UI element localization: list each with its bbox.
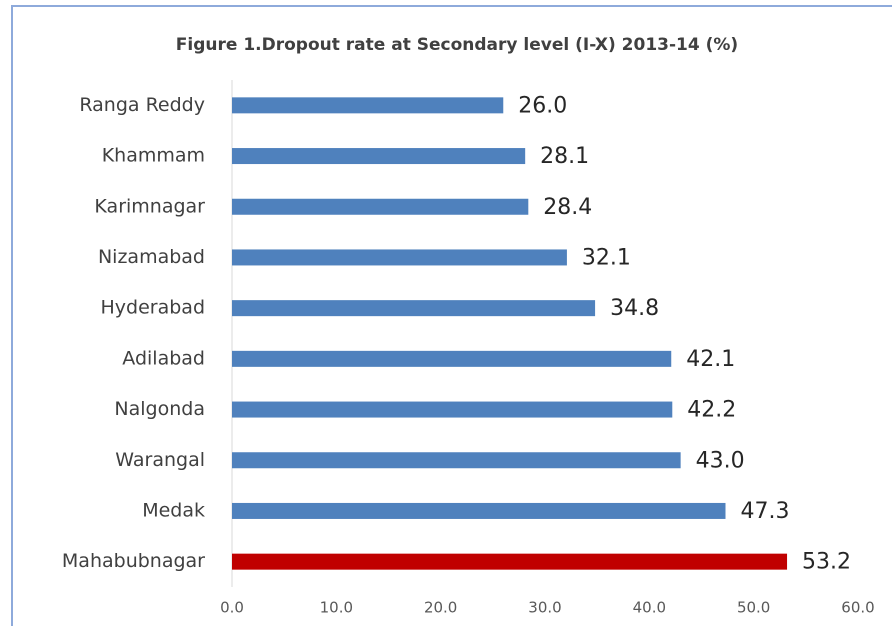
value-label: 28.4	[543, 195, 592, 220]
value-label: 32.1	[582, 245, 631, 270]
x-tick-label: 20.0	[424, 599, 457, 617]
value-label: 53.2	[802, 550, 851, 575]
y-tick-label: Ranga Reddy	[79, 94, 205, 116]
bar	[232, 350, 672, 367]
bar	[232, 553, 788, 570]
bar	[232, 97, 504, 114]
x-tick-label: 0.0	[220, 599, 244, 617]
bar	[232, 452, 681, 469]
y-tick-label: Adilabad	[122, 347, 205, 369]
bar	[232, 300, 596, 317]
y-tick-label: Karimnagar	[94, 195, 205, 217]
value-label: 34.8	[610, 296, 659, 321]
x-tick-label: 10.0	[320, 599, 353, 617]
x-tick-label: 30.0	[528, 599, 561, 617]
y-tick-label: Medak	[142, 499, 205, 521]
value-label: 43.0	[696, 448, 745, 473]
y-tick-label: Mahabubnagar	[62, 550, 205, 572]
y-tick-label: Nalgonda	[114, 398, 205, 420]
y-tick-label: Nizamabad	[98, 246, 205, 268]
bar	[232, 502, 726, 519]
chart-frame	[11, 5, 892, 626]
value-label: 47.3	[740, 499, 789, 524]
value-label: 28.1	[540, 144, 589, 169]
x-tick-label: 50.0	[737, 599, 770, 617]
y-tick-label: Hyderabad	[101, 297, 206, 319]
bar	[232, 148, 526, 165]
bar	[232, 198, 529, 215]
value-label: 42.2	[687, 398, 736, 423]
y-tick-label: Khammam	[102, 145, 205, 167]
x-tick-label: 60.0	[841, 599, 874, 617]
y-tick-label: Warangal	[115, 449, 205, 471]
chart-title: Figure 1.Dropout rate at Secondary level…	[176, 35, 738, 55]
value-label: 42.1	[686, 347, 735, 372]
x-tick-label: 40.0	[633, 599, 666, 617]
bar	[232, 249, 567, 266]
bar	[232, 401, 673, 418]
value-label: 26.0	[518, 93, 567, 118]
